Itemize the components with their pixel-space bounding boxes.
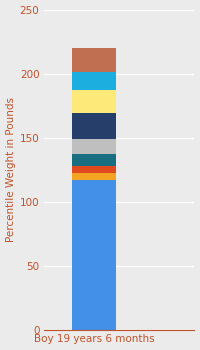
Bar [72,48,116,72]
Bar [72,180,116,330]
Bar [72,72,116,90]
Bar [72,166,116,173]
Bar [72,154,116,166]
Bar [72,90,116,113]
Y-axis label: Percentile Weight in Pounds: Percentile Weight in Pounds [6,97,16,242]
Bar [72,139,116,154]
Bar [72,173,116,180]
Bar [72,113,116,139]
